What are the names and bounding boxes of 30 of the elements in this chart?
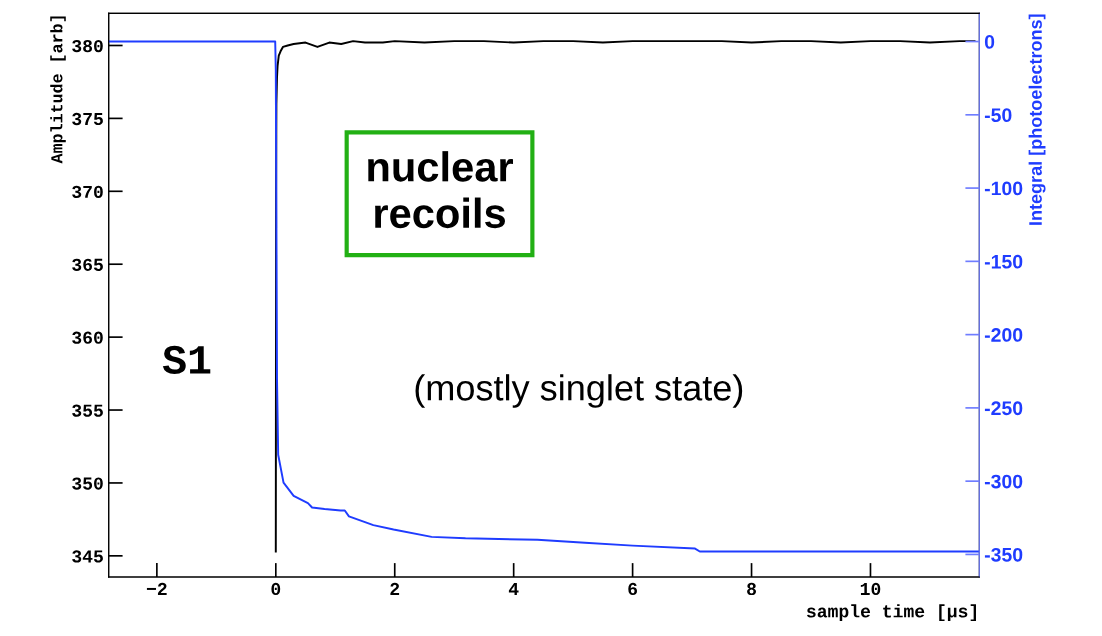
y2-tick-label: -250 [984,401,1023,416]
annotation: S1 [162,345,211,375]
line-series [108,40,980,553]
y-tick-label: 365 [72,258,103,271]
y2-tick-label: -350 [984,547,1023,562]
annotation: (mostly singlet state) [415,374,743,408]
y2-tick-label: -300 [984,474,1023,489]
y2-tick-label: -150 [984,254,1023,269]
y-tick-label: 360 [72,331,103,344]
y-tick-label: 345 [72,550,103,563]
y2-axis-title: Integral [photoelectrons] [1028,14,1046,225]
y2-tick-label: -50 [984,108,1012,123]
y-axis-title: Amplitude [arb] [50,16,66,164]
y-tick-label: 370 [72,185,103,199]
y2-tick-label: 0 [984,35,995,49]
x-tick-label: 10 [860,582,881,596]
x-tick-label: 8 [747,582,756,596]
y2-tick-label: -100 [984,181,1023,196]
x-tick-label: 6 [628,582,638,596]
x-tick-label: 2 [390,582,400,595]
x-tick-label: 0 [271,582,281,596]
y-tick-label: 380 [72,39,103,53]
annotation: nuclear recoils [368,151,514,229]
y-tick-label: 375 [72,112,103,126]
y-tick-label: 355 [72,404,103,417]
x-axis-title: sample time [µs] [806,604,976,622]
x-tick-label: 4 [508,583,519,595]
y2-tick-label: -200 [984,328,1023,342]
x-tick-label: −2 [146,582,167,595]
y-tick-label: 350 [72,477,103,490]
